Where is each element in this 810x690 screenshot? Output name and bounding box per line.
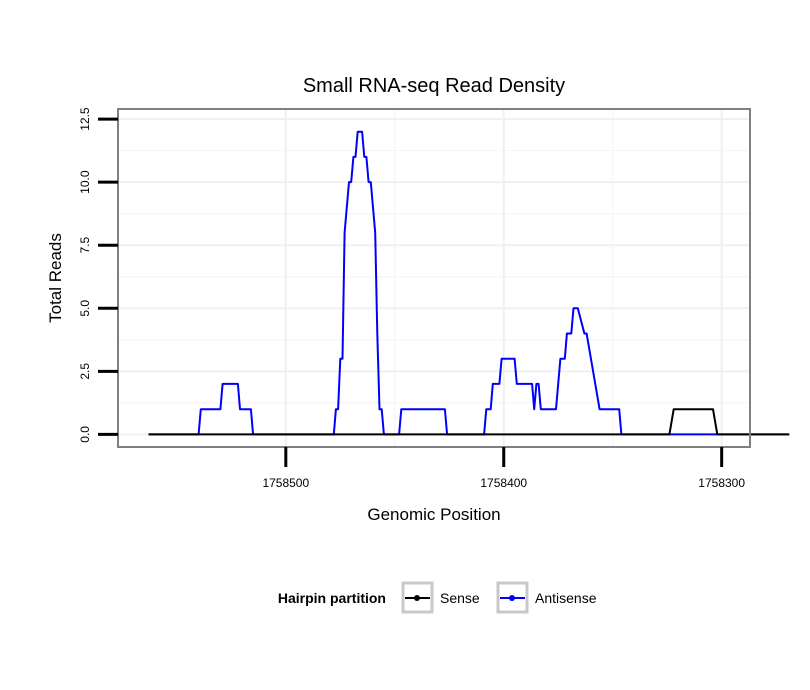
legend-item-antisense[interactable]: Antisense — [496, 581, 597, 614]
x-tick-label: 1758300 — [698, 476, 745, 490]
y-tick-label: 0.0 — [78, 426, 92, 443]
legend: Hairpin partition Sense Antisense — [278, 581, 597, 614]
plot-background — [118, 109, 750, 447]
y-axis-label: Total Reads — [46, 233, 65, 323]
legend-dot-antisense — [509, 595, 515, 601]
series-layer — [148, 130, 790, 436]
x-axis-label: Genomic Position — [367, 505, 500, 524]
plot-border — [117, 108, 751, 448]
legend-label-sense: Sense — [440, 590, 480, 606]
x-tick-label: 1758400 — [480, 476, 527, 490]
series-line-sense — [148, 408, 790, 436]
y-tick-label: 7.5 — [78, 237, 92, 254]
axis-layer: 0.0 2.5 5.0 7.5 10.0 12.5 1758500 1758400 175830… — [78, 107, 745, 490]
y-tick-label: 10.0 — [78, 170, 92, 194]
y-tick-label: 12.5 — [78, 107, 92, 131]
legend-label-antisense: Antisense — [535, 590, 597, 606]
legend-title: Hairpin partition — [278, 590, 386, 606]
legend-dot-sense — [414, 595, 420, 601]
legend-item-sense[interactable]: Sense — [401, 581, 480, 614]
series-line-antisense — [148, 130, 790, 436]
chart-title: Small RNA-seq Read Density — [303, 75, 565, 97]
y-tick-label: 2.5 — [78, 363, 92, 380]
y-tick-label: 5.0 — [78, 300, 92, 317]
x-tick-label: 1758500 — [262, 476, 309, 490]
